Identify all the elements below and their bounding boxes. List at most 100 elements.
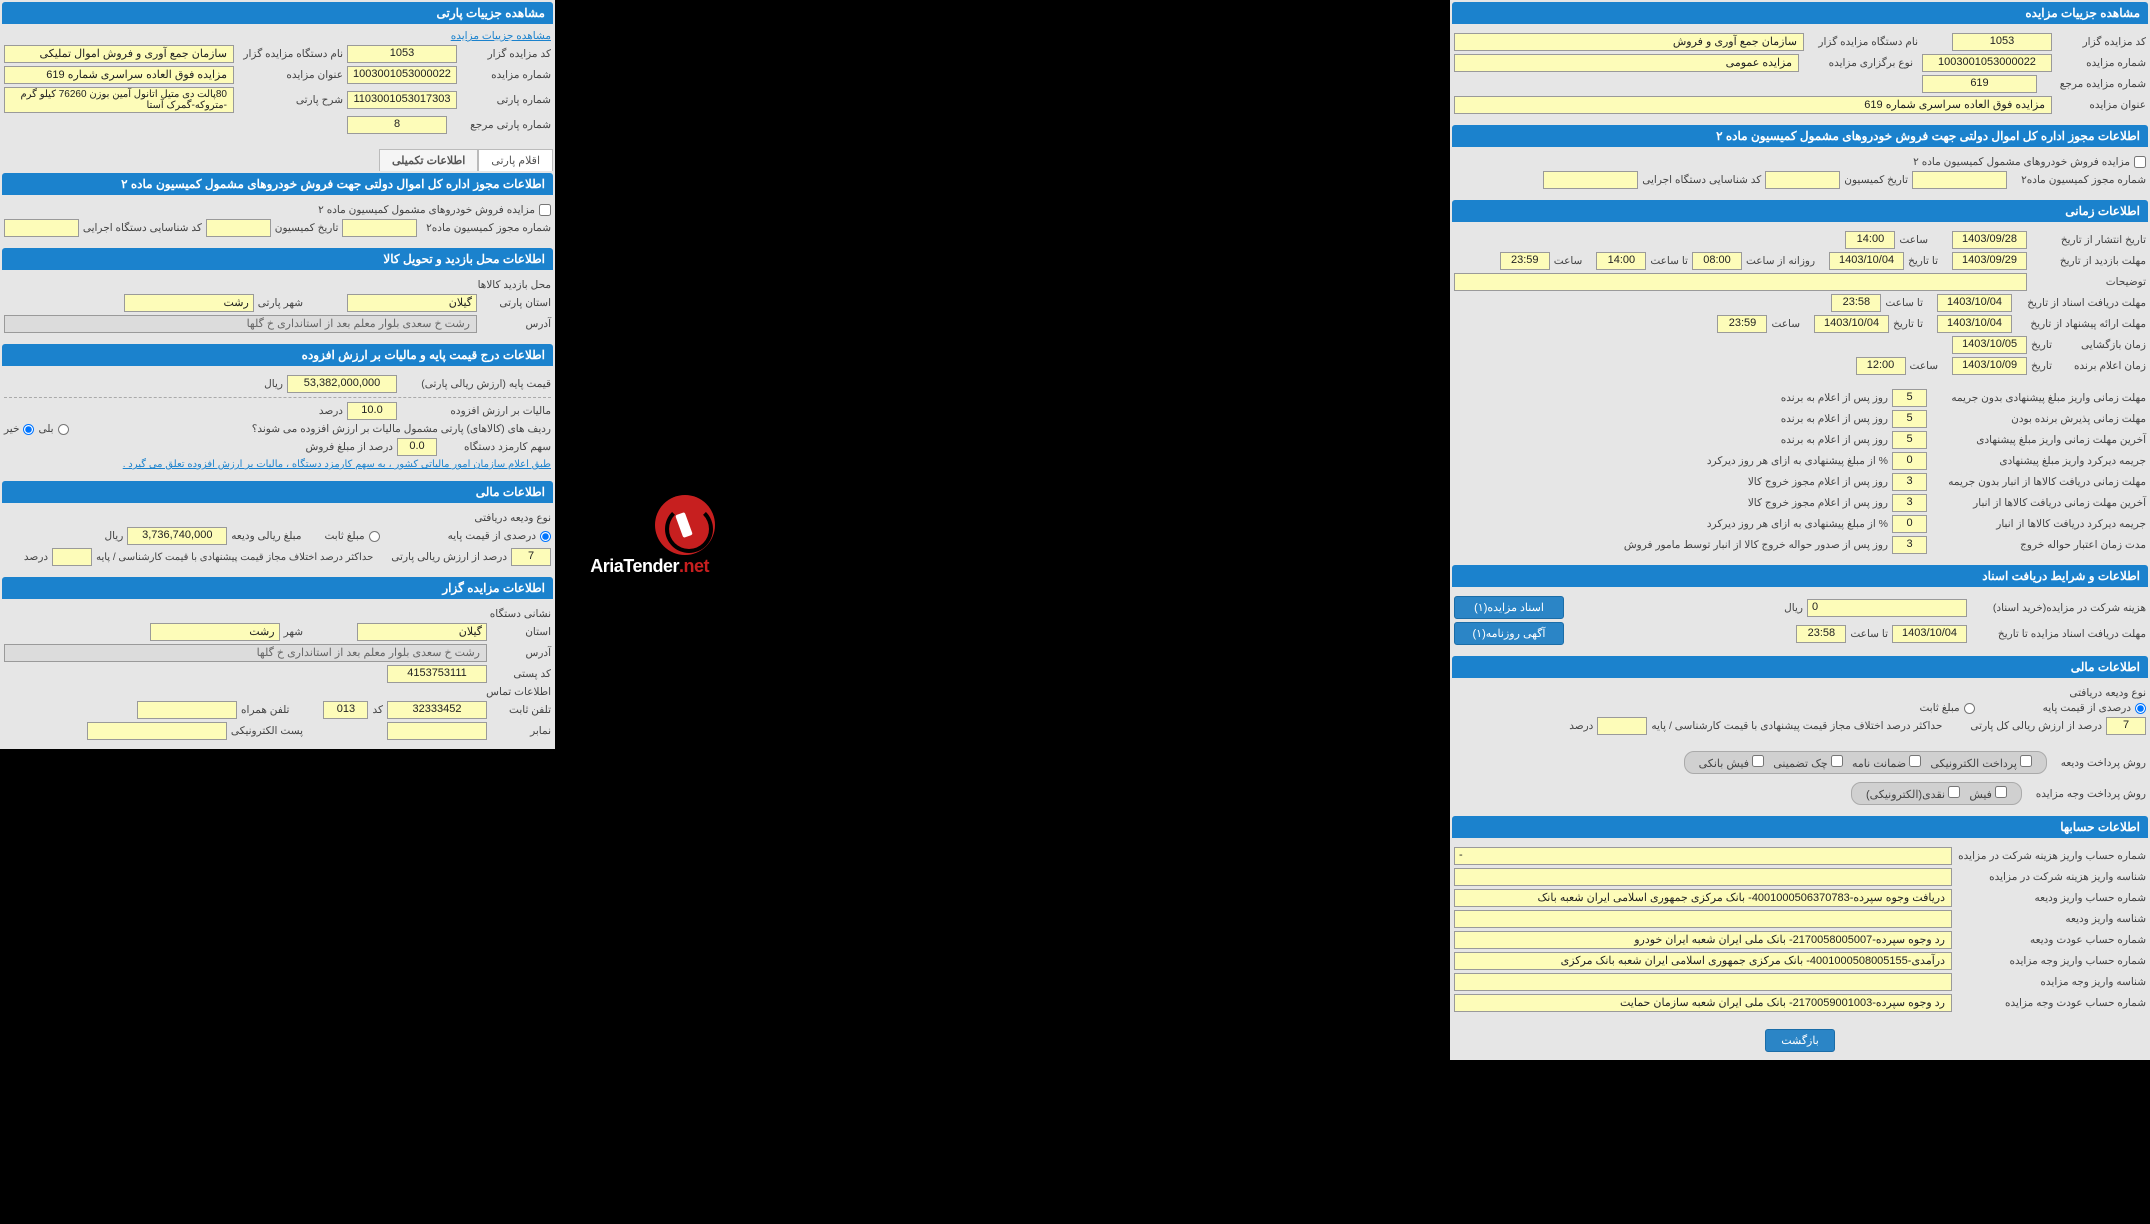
code-label: کد مزایده گزار xyxy=(2056,36,2146,48)
g-mob-field xyxy=(137,701,237,719)
doc-to-label: تا ساعت xyxy=(1885,297,1923,309)
view-auction-link[interactable]: مشاهده جزییات مزایده xyxy=(451,30,551,42)
offer-label: مهلت ارائه پیشنهاد از تاریخ xyxy=(2016,318,2146,330)
pay1-lbl: پرداخت الکترونیکی xyxy=(1930,758,2017,770)
ref-label: شماره مزایده مرجع xyxy=(2041,78,2146,90)
d1-suf: روز پس از اعلام به برنده xyxy=(1781,392,1888,404)
d4-val: 0 xyxy=(1892,452,1927,470)
commission-checkbox[interactable] xyxy=(2134,156,2146,168)
auction-details-panel: مشاهده جزییات مزایده کد مزایده گزار 1053… xyxy=(1450,0,2150,1060)
a4-label: شناسه واریز ودیعه xyxy=(1956,913,2146,925)
l-commission-body: مزایده فروش خودروهای مشمول کمیسیون ماده … xyxy=(0,195,555,246)
l-desc-field: 80پالت دی متیل اتانول آمین بوزن 76260 کی… xyxy=(4,87,234,113)
g-fax-field xyxy=(387,722,487,740)
pct-1: درصد xyxy=(319,405,343,417)
no-label: خیر xyxy=(4,423,19,435)
d8-suf: روز پس از صدور حواله خروج کالا از انبار … xyxy=(1624,539,1888,551)
l-commission-checkbox[interactable] xyxy=(539,204,551,216)
cost-label: هزینه شرکت در مزایده(خرید اسناد) xyxy=(1971,602,2146,614)
a5-label: شماره حساب عودت ودیعه xyxy=(1956,934,2146,946)
d6-val: 3 xyxy=(1892,494,1927,512)
winner-hour: 12:00 xyxy=(1856,357,1906,375)
l-desc-label: شرح پارتی xyxy=(238,94,343,106)
vat-header: اطلاعات درج قیمت پایه و مالیات بر ارزش ا… xyxy=(2,344,553,366)
pay3-lbl: چک تضمینی xyxy=(1773,758,1827,770)
fix-radio[interactable] xyxy=(1964,703,1975,714)
rial-2: ریال xyxy=(264,378,283,390)
pay6-chk[interactable] xyxy=(1948,786,1960,798)
tab-extra[interactable]: اطلاعات تکمیلی xyxy=(379,149,478,171)
time-body: تاریخ انتشار از تاریخ 1403/09/28 ساعت 14… xyxy=(1450,222,2150,563)
a8-label: شماره حساب عودت وجه مزایده xyxy=(1956,997,2146,1009)
l-auc-no-label: شماره مزایده xyxy=(461,69,551,81)
pay1-chk[interactable] xyxy=(2020,755,2032,767)
notes-label: توضیحات xyxy=(2031,276,2146,288)
docs-button[interactable]: اسناد مزایده(۱) xyxy=(1454,596,1564,619)
news-button[interactable]: آگهی روزنامه(۱) xyxy=(1454,622,1564,645)
l-commission-date-label: تاریخ کمیسیون xyxy=(275,222,339,234)
auction-top-header: مشاهده جزییات مزایده xyxy=(1452,2,2148,24)
fee-suf: درصد از مبلغ فروش xyxy=(306,441,393,453)
party-top-header: مشاهده جزییات پارتی xyxy=(2,2,553,24)
a7-label: شناسه واریز وجه مزایده xyxy=(1956,976,2146,988)
d2-val: 5 xyxy=(1892,410,1927,428)
type-label: نوع برگزاری مزایده xyxy=(1803,57,1913,69)
prov-field: گیلان xyxy=(347,294,477,312)
vat-label: مالیات بر ارزش افزوده xyxy=(401,405,551,417)
pay3-chk[interactable] xyxy=(1831,755,1843,767)
dep-fix-label: مبلغ ثابت xyxy=(1919,702,1959,714)
dep-amt-field: 3,736,740,000 xyxy=(127,527,227,545)
loc-header: اطلاعات محل بازدید و تحویل کالا xyxy=(2,248,553,270)
loc-body: محل بازدید کالاها استان پارتی گیلان شهر … xyxy=(0,270,555,342)
l-commission-no-field xyxy=(342,219,417,237)
l-fix-radio[interactable] xyxy=(369,531,380,542)
vat-note: طبق اعلام سازمان امور مالیاتی کشور ، به … xyxy=(123,459,551,470)
dep-pct-label: درصدی از قیمت پایه xyxy=(2043,702,2131,714)
g-city-field: رشت xyxy=(150,623,280,641)
l-ref-label: شماره پارتی مرجع xyxy=(451,119,551,131)
l-pct-radio[interactable] xyxy=(540,531,551,542)
commission-date-field xyxy=(1765,171,1840,189)
a4-field xyxy=(1454,910,1952,928)
d1-label: مهلت زمانی واریز مبلغ پیشنهادی بدون جریم… xyxy=(1931,392,2146,404)
pub-hour: 14:00 xyxy=(1845,231,1895,249)
l-fin-body: نوع ودیعه دریافتی درصدی از قیمت پایه مبل… xyxy=(0,503,555,575)
a6-field: درآمدی-4001000508005155- بانک مرکزی جمهو… xyxy=(1454,952,1952,970)
a2-field xyxy=(1454,868,1952,886)
title-field: مزایده فوق العاده سراسری شماره 619 xyxy=(1454,96,2052,114)
hammer-icon xyxy=(655,495,715,555)
g-tel-label: تلفن ثابت xyxy=(491,704,551,716)
a3-field: دریافت وجوه سپرده-4001000506370783- بانک… xyxy=(1454,889,1952,907)
l-commission-id-field xyxy=(4,219,79,237)
visit-label: مهلت بازدید از تاریخ xyxy=(2031,255,2146,267)
l-dep-pct-label: درصدی از قیمت پایه xyxy=(448,530,536,542)
g-street-field: رشت خ سعدی بلوار معلم بعد از استانداری خ… xyxy=(4,644,487,662)
hour-label-2: ساعت xyxy=(1554,255,1583,267)
l-pct-unit: درصد xyxy=(24,551,48,563)
l-commission-id-label: کد شناسایی دستگاه اجرایی xyxy=(83,222,202,234)
pay4-chk[interactable] xyxy=(1752,755,1764,767)
g-fax-label: نمابر xyxy=(491,725,551,737)
vat-body: قیمت پایه (ارزش ریالی پارتی) 53,382,000,… xyxy=(0,366,555,479)
l-ref-field: 8 xyxy=(347,116,447,134)
g-mob-label: تلفن همراه xyxy=(241,704,289,716)
pct-radio[interactable] xyxy=(2135,703,2146,714)
l-title-label: عنوان مزایده xyxy=(238,69,343,81)
a1-label: شماره حساب واریز هزینه شرکت در مزایده xyxy=(1956,850,2146,862)
no-radio[interactable] xyxy=(23,424,34,435)
org-label: نام دستگاه مزایده گزار xyxy=(1808,36,1918,48)
d2-label: مهلت زمانی پذیرش برنده بودن xyxy=(1931,413,2146,425)
deadline-date: 1403/10/04 xyxy=(1892,625,1967,643)
yes-radio[interactable] xyxy=(58,424,69,435)
tab-items[interactable]: اقلام پارتی xyxy=(478,149,553,171)
to-label-1: تا تاریخ xyxy=(1908,255,1938,267)
pay2-chk[interactable] xyxy=(1909,755,1921,767)
d7-suf: % از مبلغ پیشنهادی به ازای هر روز دیرکرد xyxy=(1707,518,1888,530)
back-button[interactable]: بازگشت xyxy=(1765,1029,1835,1052)
brand-logo: AriaTender.net xyxy=(560,495,715,595)
g-email-label: پست الکترونیکی xyxy=(231,725,303,737)
d8-val: 3 xyxy=(1892,536,1927,554)
gozar-header: اطلاعات مزایده گزار xyxy=(2,577,553,599)
pay5-chk[interactable] xyxy=(1995,786,2007,798)
notes-field[interactable] xyxy=(1454,273,2027,291)
